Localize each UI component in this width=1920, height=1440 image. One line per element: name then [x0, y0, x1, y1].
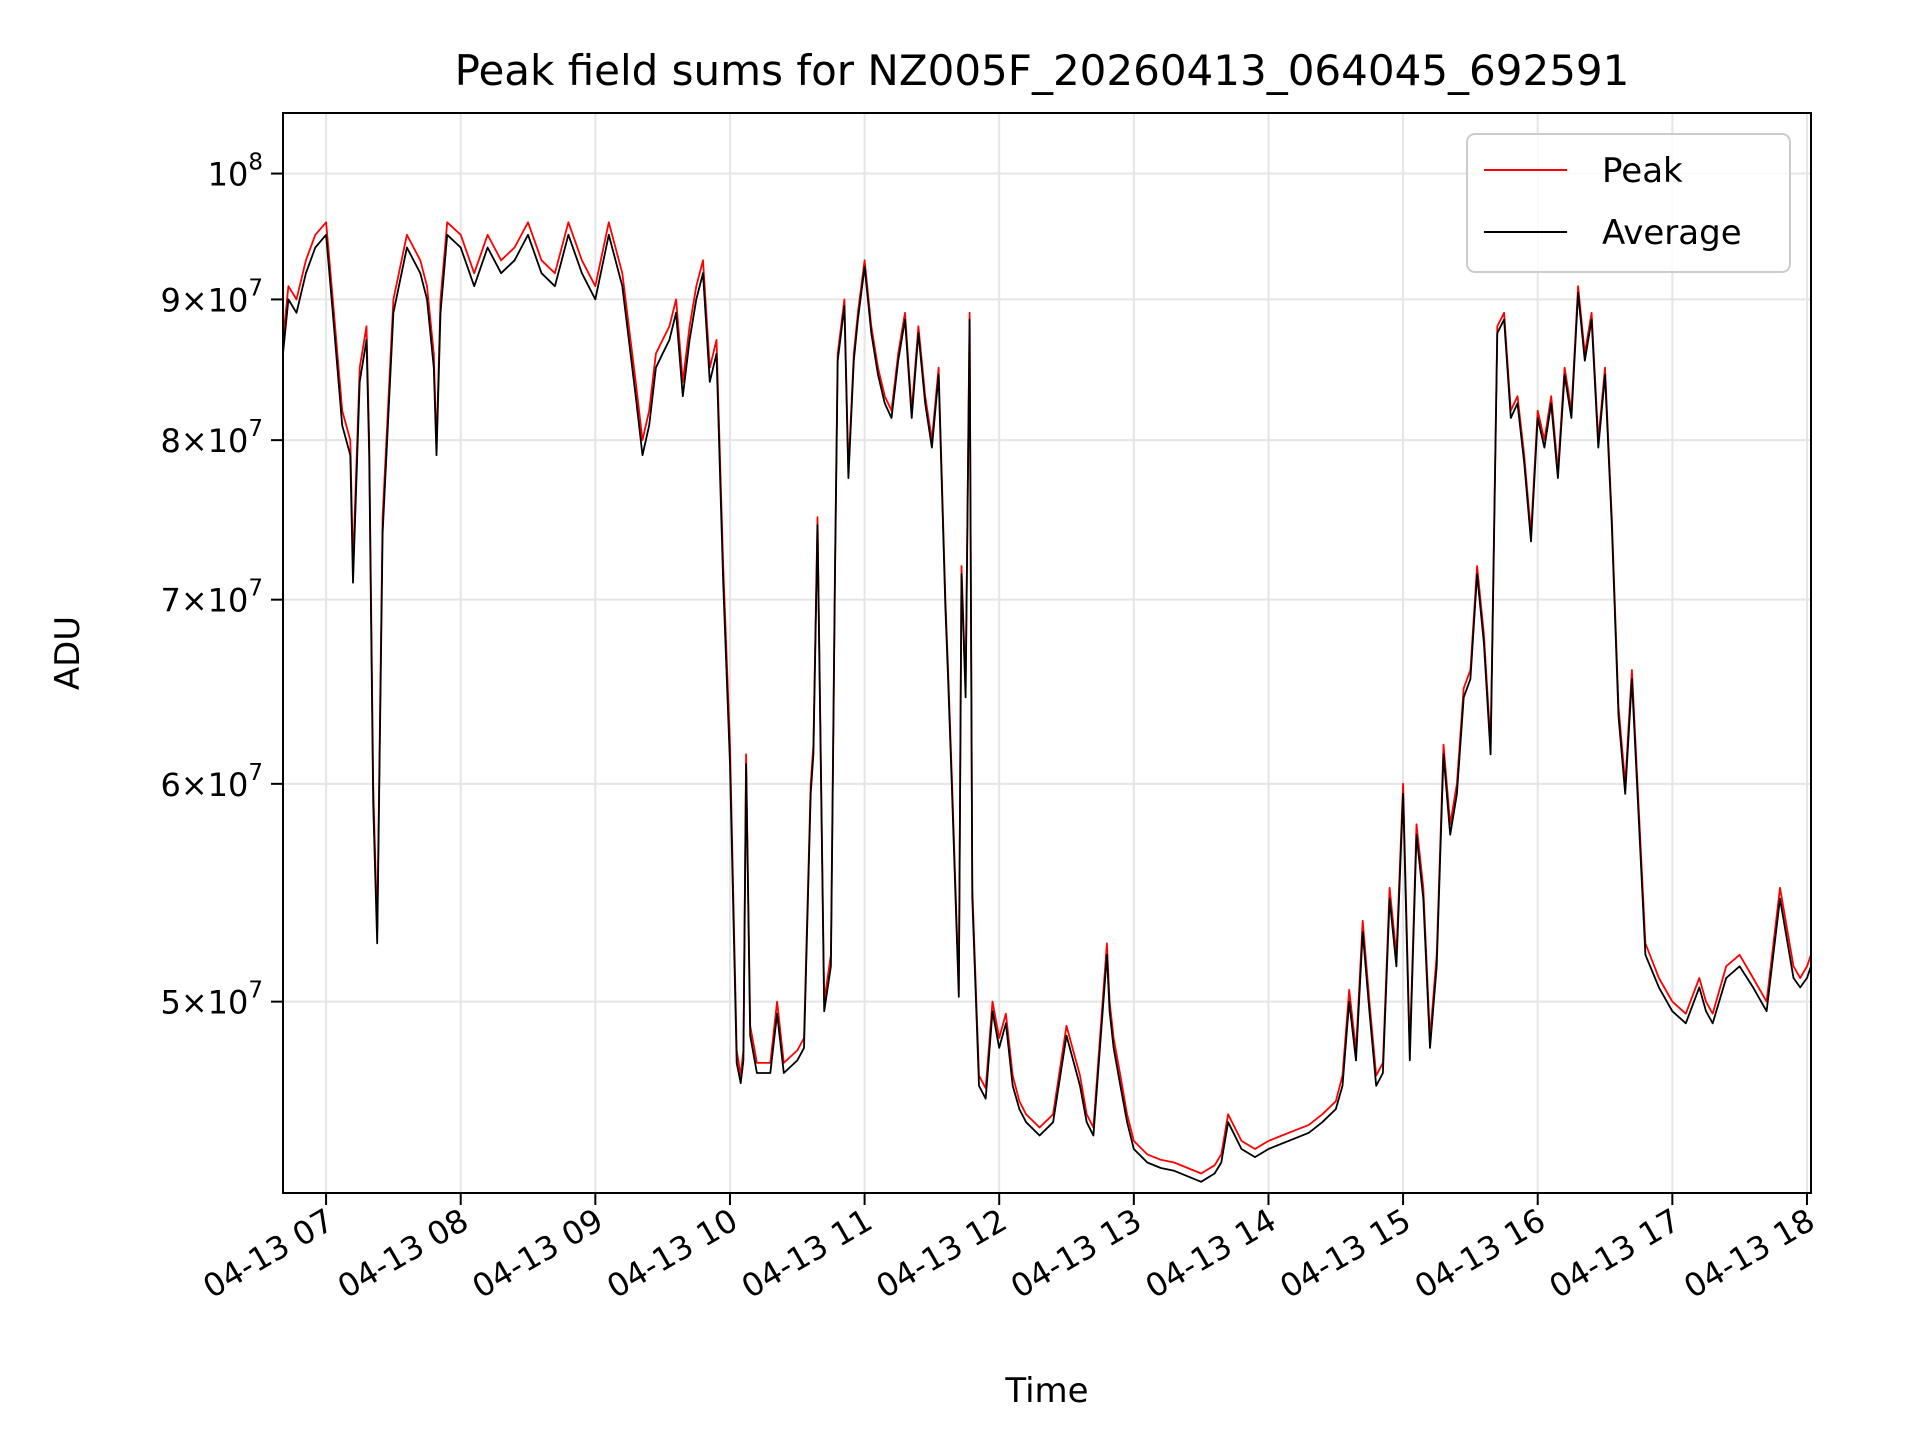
y-tick-exponent: 7 [248, 416, 263, 442]
y-tick-label: 9×107 [160, 275, 263, 319]
legend-peak-label: Peak [1602, 151, 1683, 191]
series-line-average [282, 233, 1812, 1183]
y-tick-label: 5×107 [160, 978, 263, 1022]
y-tick-exponent: 8 [248, 150, 263, 176]
y-tick-exponent: 7 [248, 978, 263, 1004]
grid [283, 113, 1811, 1193]
series-layer [282, 221, 1812, 1183]
y-tick-exponent: 7 [248, 760, 263, 786]
y-tick-mantissa: 9×10 [160, 281, 248, 319]
y-tick-label: 7×107 [160, 576, 263, 620]
y-tick-exponent: 7 [248, 576, 263, 602]
chart-title: Peak field sums for NZ005F_20260413_0640… [455, 46, 1630, 95]
y-axis-label: ADU [48, 616, 88, 690]
x-axis-label: Time [1004, 1371, 1088, 1411]
plot-area-frame [282, 112, 1812, 1194]
y-tick-label: 8×107 [160, 416, 263, 460]
legend: Peak Average [1466, 133, 1791, 273]
y-tick-exponent: 7 [248, 275, 263, 301]
legend-average-label: Average [1602, 213, 1742, 253]
y-tick-mantissa: 7×10 [160, 582, 248, 620]
legend-box [1466, 133, 1791, 273]
y-tick-label: 6×107 [160, 760, 263, 804]
y-tick-mantissa: 8×10 [160, 422, 248, 460]
y-tick-mantissa: 5×10 [160, 984, 248, 1022]
y-tick-mantissa: 6×10 [160, 766, 248, 804]
y-tick-mantissa: 10 [208, 156, 249, 194]
y-tick-label: 108 [208, 150, 263, 194]
